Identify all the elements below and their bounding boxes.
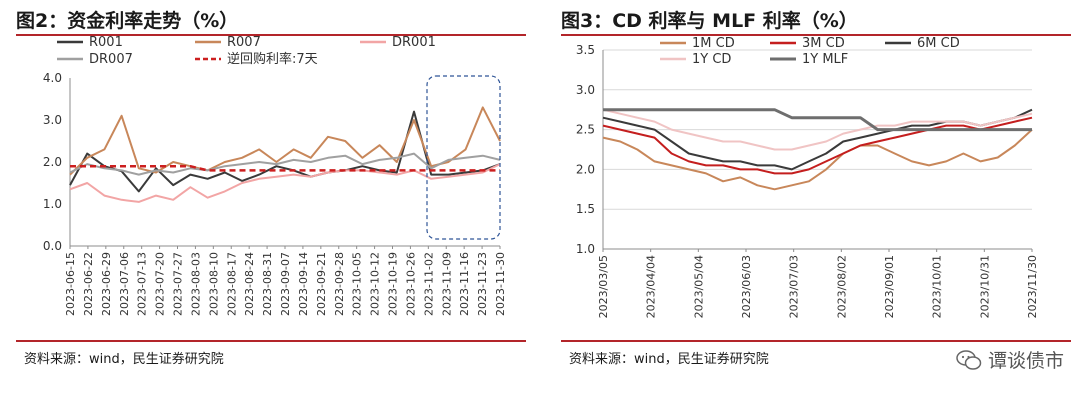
watermark: 谭谈债市 bbox=[956, 346, 1064, 373]
y-tick-label: 3.0 bbox=[43, 113, 62, 127]
x-tick-label: 2023/07/03 bbox=[788, 255, 801, 318]
x-tick-label: 2023-07-20 bbox=[154, 252, 167, 316]
legend-label: DR001 bbox=[392, 35, 436, 50]
y-tick-label: 4.0 bbox=[43, 71, 62, 85]
x-tick-label: 2023-08-31 bbox=[261, 252, 274, 316]
left-bottom-rule bbox=[16, 340, 526, 342]
x-tick-label: 2023-08-17 bbox=[225, 252, 238, 316]
x-tick-label: 2023-11-16 bbox=[458, 252, 471, 316]
legend-label: 1Y CD bbox=[692, 52, 731, 67]
x-tick-label: 2023-07-06 bbox=[118, 252, 131, 316]
legend-label: 逆回购利率:7天 bbox=[227, 51, 318, 67]
series-line bbox=[69, 110, 501, 193]
x-tick-label: 2023-06-22 bbox=[82, 252, 95, 316]
legend-label: 6M CD bbox=[917, 36, 960, 51]
right-chart-svg: 1.0 1.5 2.0 2.5 3.0 3.5 2023/03/05 2023/04/04 20… bbox=[576, 36, 1039, 318]
y-tick-label: 3.0 bbox=[576, 83, 595, 97]
legend-label: 3M CD bbox=[802, 36, 845, 51]
series-line bbox=[602, 128, 1033, 191]
x-tick-label: 2023/11/30 bbox=[1026, 255, 1039, 318]
left-title-rule bbox=[16, 34, 526, 36]
series-line bbox=[602, 108, 1033, 151]
y-tick-label: 3.5 bbox=[576, 43, 595, 57]
x-tick-label: 2023-06-29 bbox=[100, 252, 113, 316]
left-source-note: 资料来源：wind，民生证券研究院 bbox=[24, 352, 224, 367]
right-source-note: 资料来源：wind，民生证券研究院 bbox=[569, 352, 769, 367]
y-tick-label: 1.0 bbox=[43, 197, 62, 211]
x-tick-label: 2023-11-02 bbox=[422, 252, 435, 316]
x-tick-label: 2023-09-07 bbox=[279, 252, 292, 316]
x-tick-label: 2023-09-28 bbox=[333, 252, 346, 316]
x-tick-label: 2023-11-23 bbox=[476, 252, 489, 316]
x-tick-label: 2023-10-05 bbox=[351, 252, 364, 316]
series-line bbox=[70, 164, 500, 172]
legend-label: DR007 bbox=[89, 52, 133, 67]
x-tick-label: 2023-10-12 bbox=[369, 252, 382, 316]
legend-label: R007 bbox=[227, 35, 261, 50]
wechat-icon bbox=[956, 349, 982, 370]
y-tick-label: 2.0 bbox=[43, 155, 62, 169]
y-tick-label: 2.5 bbox=[576, 123, 595, 137]
x-tick-label: 2023-07-13 bbox=[136, 252, 149, 316]
x-tick-label: 2023/04/04 bbox=[645, 255, 658, 318]
x-tick-label: 2023/09/01 bbox=[883, 255, 896, 318]
x-tick-label: 2023/10/31 bbox=[978, 255, 991, 318]
series-line bbox=[69, 163, 501, 203]
x-tick-label: 2023/05/04 bbox=[692, 255, 705, 318]
legend-label: 1Y MLF bbox=[802, 52, 848, 67]
legend-label: R001 bbox=[89, 35, 123, 50]
x-tick-label: 2023-10-19 bbox=[387, 252, 400, 316]
left-chart-panel: 图2：资金利率走势（%） 0.0 1.0 2.0 3.0 4.0 2023-06-15 20… bbox=[0, 0, 530, 407]
x-tick-label: 2023-08-10 bbox=[207, 252, 220, 316]
x-tick-label: 2023-10-26 bbox=[404, 252, 417, 316]
right-bottom-rule bbox=[561, 340, 1071, 342]
y-tick-label: 1.5 bbox=[576, 202, 595, 216]
watermark-text: 谭谈债市 bbox=[987, 350, 1064, 372]
x-tick-label: 2023/10/01 bbox=[931, 255, 944, 318]
x-tick-label: 2023-09-21 bbox=[315, 252, 328, 316]
y-tick-label: 2.0 bbox=[576, 162, 595, 176]
x-tick-label: 2023/08/02 bbox=[835, 255, 848, 318]
x-tick-label: 2023-08-03 bbox=[189, 252, 202, 316]
series-line bbox=[603, 108, 1032, 132]
left-chart-title: 图2：资金利率走势（%） bbox=[16, 10, 239, 32]
x-tick-label: 2023-07-27 bbox=[172, 252, 185, 316]
x-tick-label: 2023-11-09 bbox=[440, 252, 453, 316]
series-line bbox=[69, 106, 501, 176]
right-chart-panel: 图3：CD 利率与 MLF 利率（%） 1.0 1.5 2.0 2.5 3.0 3.5 20… bbox=[545, 0, 1075, 407]
series-line bbox=[602, 116, 1033, 175]
highlight-box bbox=[426, 75, 501, 240]
legend-label: 1M CD bbox=[692, 36, 735, 51]
x-tick-label: 2023-11-30 bbox=[494, 252, 507, 316]
left-chart-svg: 0.0 1.0 2.0 3.0 4.0 2023-06-15 2023-06-22 2023-… bbox=[43, 35, 507, 316]
right-title-rule bbox=[561, 34, 1071, 36]
x-tick-label: 2023-06-15 bbox=[64, 252, 77, 316]
y-tick-label: 0.0 bbox=[43, 239, 62, 253]
x-tick-label: 2023/06/03 bbox=[740, 255, 753, 318]
y-tick-label: 1.0 bbox=[576, 242, 595, 256]
right-chart-title: 图3：CD 利率与 MLF 利率（%） bbox=[561, 10, 858, 32]
x-tick-label: 2023/03/05 bbox=[597, 255, 610, 318]
series-line bbox=[69, 152, 501, 176]
x-tick-label: 2023-08-24 bbox=[243, 252, 256, 316]
x-tick-label: 2023-09-14 bbox=[297, 252, 310, 316]
